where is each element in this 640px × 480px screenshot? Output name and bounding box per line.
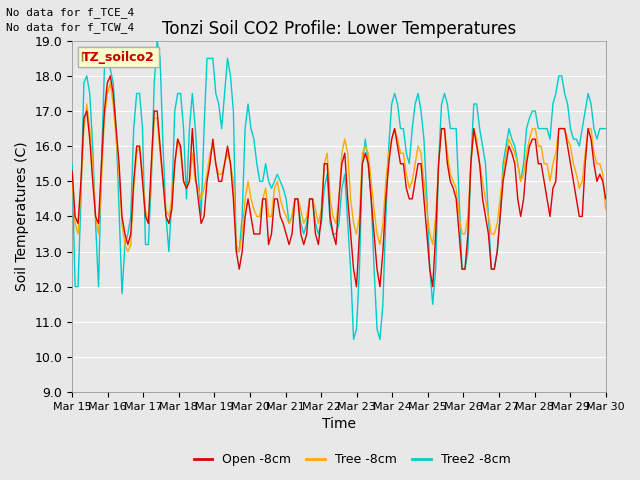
Open -8cm [353, 284, 360, 289]
Open -8cm [71, 214, 79, 219]
Open -8cm [300, 241, 308, 247]
Tree2 -8cm [341, 171, 349, 177]
Tree -8cm [106, 80, 114, 86]
Line: Tree2 -8cm: Tree2 -8cm [72, 41, 605, 339]
Tree -8cm [602, 206, 609, 212]
Tree2 -8cm [349, 336, 357, 342]
Tree -8cm [68, 179, 76, 184]
Text: No data for f_TCE_4: No data for f_TCE_4 [6, 7, 134, 18]
Open -8cm [68, 168, 76, 174]
Legend: Open -8cm, Tree -8cm, Tree2 -8cm: Open -8cm, Tree -8cm, Tree2 -8cm [189, 448, 515, 471]
Tree -8cm [156, 150, 164, 156]
Tree2 -8cm [602, 126, 609, 132]
Tree -8cm [344, 150, 351, 156]
Open -8cm [154, 108, 161, 114]
Line: Open -8cm: Open -8cm [72, 76, 605, 287]
Open -8cm [602, 196, 609, 202]
Tree2 -8cm [139, 126, 147, 132]
Tree2 -8cm [238, 214, 246, 219]
Open -8cm [238, 249, 246, 254]
Tree2 -8cm [68, 161, 76, 167]
Tree -8cm [124, 249, 132, 254]
Y-axis label: Soil Temperatures (C): Soil Temperatures (C) [15, 142, 29, 291]
Tree -8cm [71, 221, 79, 227]
Tree2 -8cm [154, 38, 161, 44]
Tree2 -8cm [71, 284, 79, 289]
Open -8cm [106, 73, 114, 79]
Tree -8cm [145, 221, 152, 227]
X-axis label: Time: Time [322, 418, 356, 432]
Open -8cm [341, 150, 349, 156]
Open -8cm [141, 214, 149, 219]
Tree2 -8cm [150, 80, 158, 86]
Legend: TZ_soilco2: TZ_soilco2 [79, 47, 159, 68]
Tree -8cm [303, 214, 310, 219]
Tree2 -8cm [300, 231, 308, 237]
Line: Tree -8cm: Tree -8cm [72, 83, 605, 252]
Text: No data for f_TCW_4: No data for f_TCW_4 [6, 22, 134, 33]
Tree -8cm [241, 196, 249, 202]
Title: Tonzi Soil CO2 Profile: Lower Temperatures: Tonzi Soil CO2 Profile: Lower Temperatur… [162, 20, 516, 38]
